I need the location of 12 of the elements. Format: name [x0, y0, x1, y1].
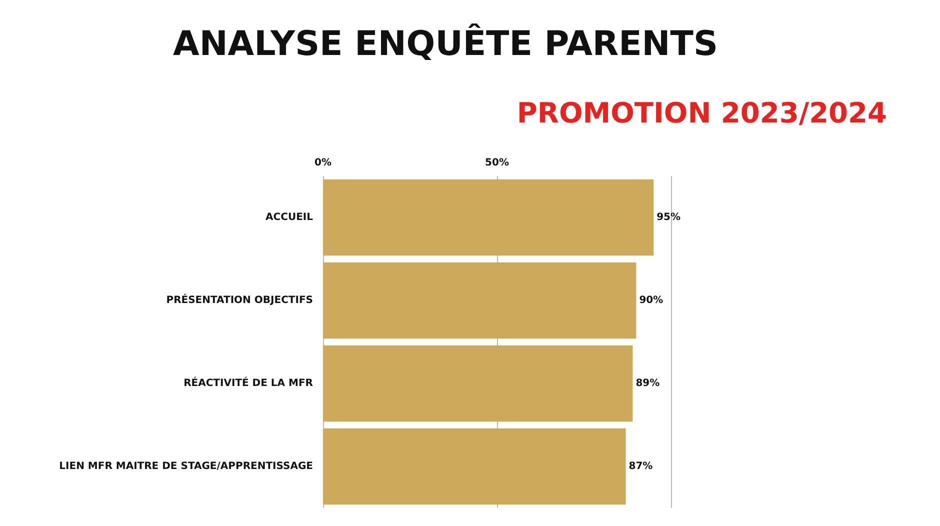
- x-tick-label: 0%: [314, 158, 332, 168]
- chart-subtitle: PROMOTION 2023/2024: [516, 96, 887, 130]
- chart-title: ANALYSE ENQUÊTE PARENTS: [173, 23, 718, 64]
- y-tick-label: RÉACTIVITÉ DE LA MFR: [184, 376, 314, 389]
- y-tick-label: PRÉSENTATION OBJECTIFS: [166, 293, 313, 306]
- data-label: 87%: [628, 461, 653, 472]
- data-label: 95%: [656, 212, 681, 223]
- data-label: 90%: [639, 295, 664, 306]
- y-tick-label: ACCUEIL: [266, 212, 314, 223]
- x-tick-label: 50%: [485, 158, 509, 168]
- data-label: 89%: [636, 378, 660, 389]
- y-tick-label: LIEN MFR MAITRE DE STAGE/APPRENTISSAGE: [59, 461, 314, 472]
